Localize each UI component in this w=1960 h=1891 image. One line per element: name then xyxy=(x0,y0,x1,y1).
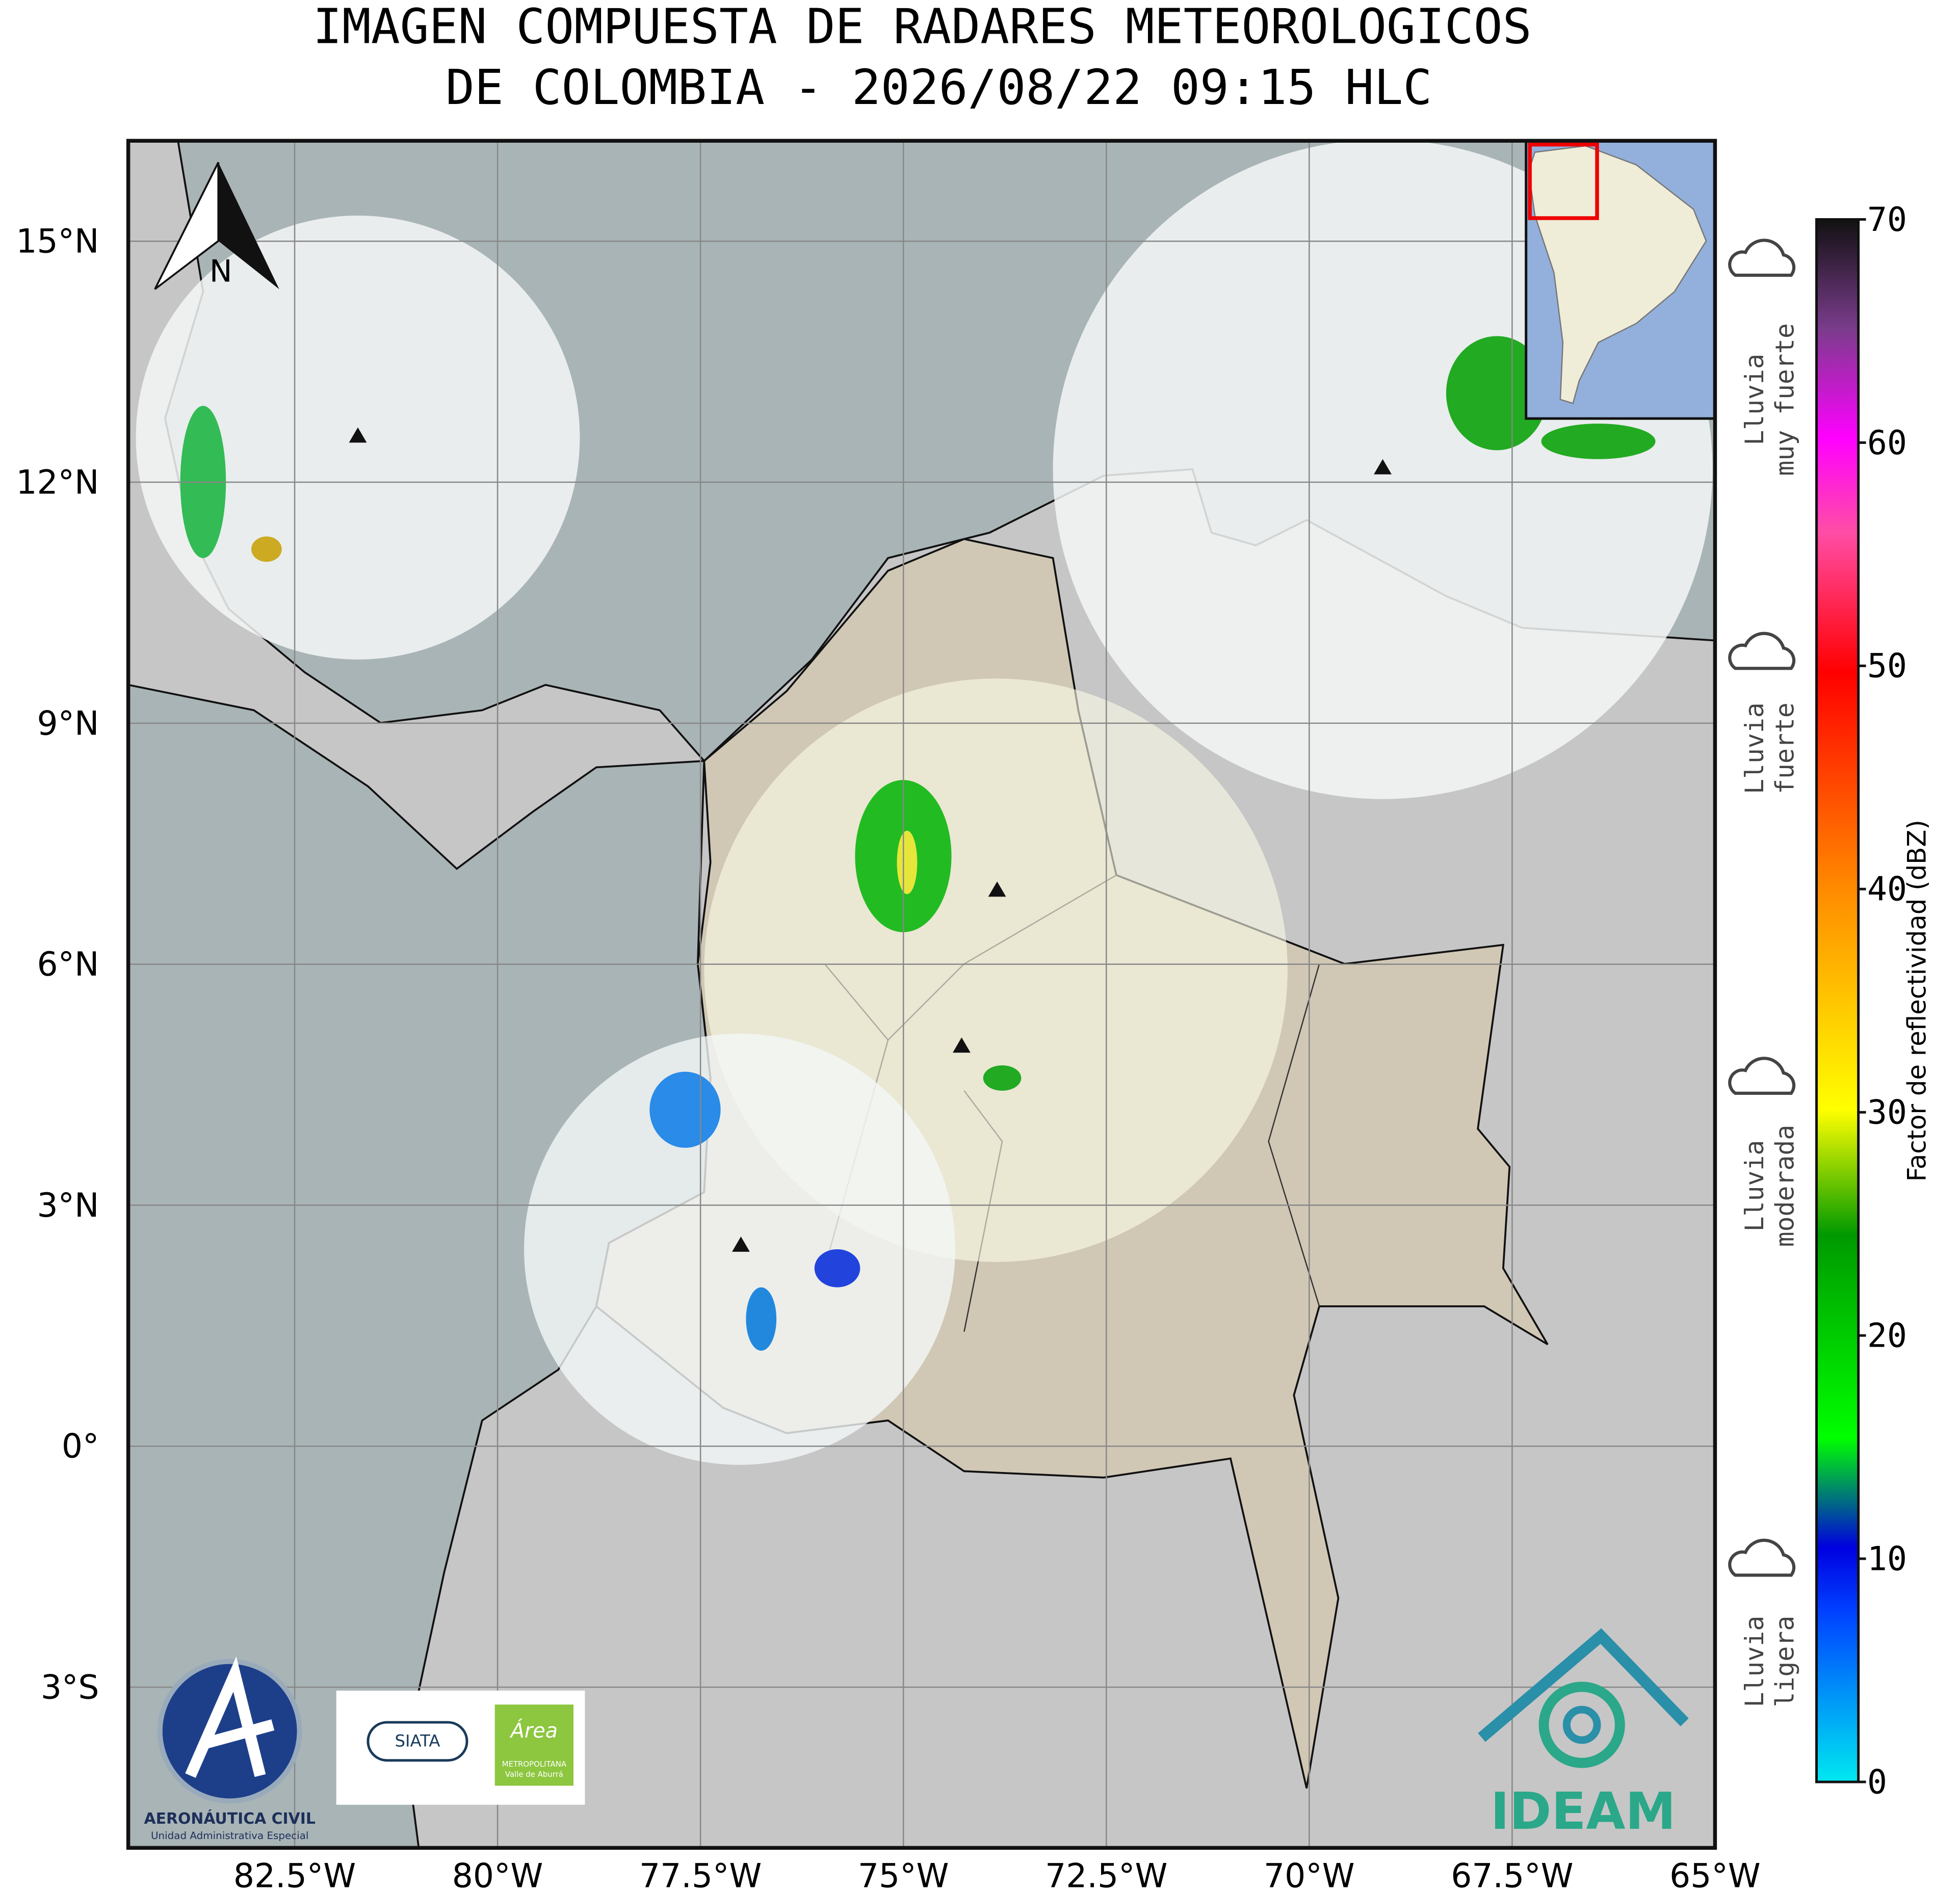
rain-category-label: fuerte xyxy=(1770,702,1800,794)
colorbar-tick-label: 10 xyxy=(1867,1540,1907,1578)
ideam-swirl xyxy=(1562,1705,1601,1744)
rain-category: Lluvia moderada xyxy=(1728,1057,1800,1247)
lat-tick-label: 15°N xyxy=(16,223,99,261)
radar-site xyxy=(349,427,367,443)
lon-tick-label: 65°W xyxy=(1669,1857,1761,1891)
rain-category: Lluvia ligera xyxy=(1728,1538,1800,1708)
echo xyxy=(1446,336,1548,451)
lat-tick-label: 3°N xyxy=(37,1187,99,1225)
logo-text: Área xyxy=(509,1719,558,1743)
lon-tick-label: 67.5°W xyxy=(1451,1857,1573,1891)
echo xyxy=(746,1287,777,1351)
radar-site xyxy=(988,881,1006,897)
rain-category-label: muy fuerte xyxy=(1770,323,1800,476)
colorbar xyxy=(1815,218,1860,1783)
colorbar-tick-label: 40 xyxy=(1867,871,1907,909)
rain-category-label: Lluvia xyxy=(1740,354,1769,445)
rain-icon xyxy=(1728,632,1796,670)
radar-sites xyxy=(349,427,1392,1252)
rain-category-label: Lluvia xyxy=(1740,1140,1769,1232)
lat-tick-label: 9°N xyxy=(37,704,99,743)
logo-text: SIATA xyxy=(395,1731,440,1750)
radar-site xyxy=(732,1237,750,1252)
rain-category-label: Lluvia xyxy=(1740,702,1769,794)
rain-category: Lluvia fuerte xyxy=(1728,632,1800,794)
aerocivil-mark xyxy=(185,1656,275,1778)
colorbar-tick-label: 70 xyxy=(1867,201,1907,239)
rain-category: Lluvia muy fuerte xyxy=(1728,239,1800,476)
echo xyxy=(1541,424,1656,459)
lon-tick-label: 77.5°W xyxy=(639,1857,762,1891)
colorbar-tick-label: 0 xyxy=(1867,1763,1887,1801)
lat-tick-label: 0° xyxy=(62,1428,99,1466)
ideam-roof xyxy=(1478,1628,1689,1742)
logo-text: Valle de Aburrá xyxy=(505,1770,563,1779)
inset-land xyxy=(1528,145,1707,404)
siata-cloud xyxy=(367,1721,468,1762)
radar-site xyxy=(953,1037,971,1053)
colorbar-tick-label: 60 xyxy=(1867,424,1907,462)
rain-icon xyxy=(1728,239,1796,277)
lon-tick-label: 82.5°W xyxy=(233,1857,356,1891)
ideam-logo: IDEAM xyxy=(1478,1628,1689,1841)
echo xyxy=(897,830,918,895)
map-area: N AERONÁUTICA CIVIL Unidad Administrativ… xyxy=(128,141,1715,1848)
colorbar-tick-label: 50 xyxy=(1867,647,1907,686)
siata-area-logo: SIATA Área METROPOLITANA Valle de Aburrá xyxy=(336,1690,585,1805)
lon-tick-label: 72.5°W xyxy=(1045,1857,1167,1891)
colorbar-label: Factor de reflectividad (dBZ) xyxy=(1902,820,1932,1181)
rain-icon xyxy=(1728,1538,1796,1577)
aerocivil-logo: AERONÁUTICA CIVIL Unidad Administrativa … xyxy=(144,1656,316,1842)
colorbar-tick-label: 30 xyxy=(1867,1094,1907,1132)
inset-extent xyxy=(1528,142,1599,220)
map-frame xyxy=(126,139,1717,1850)
radar-site xyxy=(1374,459,1392,475)
echo xyxy=(983,1065,1022,1091)
logo-text: IDEAM xyxy=(1491,1782,1676,1841)
lon-tick-label: 75°W xyxy=(858,1857,949,1891)
area-box xyxy=(494,1704,574,1786)
title-line: DE COLOMBIA - 2026/08/22 09:15 HLC xyxy=(446,60,1432,116)
logo-text: METROPOLITANA xyxy=(502,1759,567,1769)
echo xyxy=(814,1249,860,1288)
echo xyxy=(251,536,282,562)
logo-text: AERONÁUTICA CIVIL xyxy=(144,1809,316,1828)
graticule xyxy=(128,141,1715,1848)
lon-tick-label: 70°W xyxy=(1264,1857,1355,1891)
rain-category-label: Lluvia xyxy=(1740,1616,1769,1708)
colorbar-tick-label: 20 xyxy=(1867,1317,1907,1355)
lat-tick-label: 12°N xyxy=(16,463,99,502)
lat-tick-label: 6°N xyxy=(37,946,99,984)
title-line: IMAGEN COMPUESTA DE RADARES METEOROLOGIC… xyxy=(313,0,1532,55)
echo xyxy=(649,1071,721,1148)
ideam-swirl xyxy=(1538,1682,1625,1768)
north-label: N xyxy=(210,254,232,289)
rain-category-label: ligera xyxy=(1770,1616,1800,1708)
rain-icon xyxy=(1728,1057,1796,1095)
inset-map xyxy=(1525,141,1715,420)
radar-echoes xyxy=(180,336,1656,1351)
lat-tick-label: 3°S xyxy=(41,1669,99,1707)
rain-category-label: moderada xyxy=(1770,1125,1800,1247)
lon-tick-label: 80°W xyxy=(452,1857,543,1891)
logo-text: Unidad Administrativa Especial xyxy=(151,1830,308,1842)
